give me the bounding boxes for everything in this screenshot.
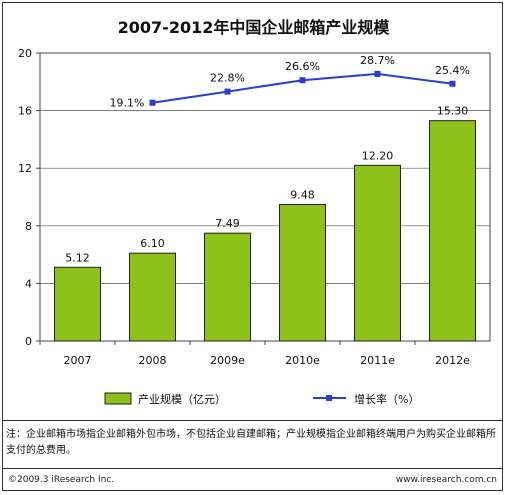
y-tick-label: 20: [18, 47, 32, 60]
bar: [54, 266, 101, 342]
footer-divider: [2, 468, 503, 469]
x-tick-label: 2010e: [285, 354, 320, 367]
legend-bar-label: 产业规模（亿元）: [138, 392, 226, 406]
growth-point: [224, 88, 231, 95]
bar: [429, 120, 476, 342]
x-tick-label: 2009e: [210, 354, 245, 367]
growth-point: [374, 70, 381, 77]
plot-area: [39, 52, 491, 342]
chart-title: 2007-2012年中国企业邮箱产业规模: [117, 18, 390, 37]
bar-value-label: 6.10: [140, 237, 165, 250]
growth-label: 22.8%: [210, 72, 245, 85]
legend-line-label: 增长率（%）: [354, 392, 419, 406]
growth-label: 25.4%: [435, 64, 470, 77]
bar-value-label: 9.48: [290, 188, 315, 201]
x-tick-label: 2012e: [435, 354, 470, 367]
x-tick-label: 2007: [64, 354, 92, 367]
bar: [129, 252, 176, 342]
x-tick-label: 2011e: [360, 354, 395, 367]
bar-value-label: 5.12: [65, 251, 90, 264]
bar-value-label: 15.30: [437, 105, 469, 118]
y-tick-label: 0: [25, 335, 32, 348]
legend-line-marker: [326, 395, 332, 401]
bar: [354, 164, 401, 342]
y-tick-label: 8: [25, 220, 32, 233]
growth-label: 28.7%: [360, 54, 395, 67]
growth-point: [149, 99, 156, 106]
y-tick-label: 4: [25, 277, 32, 290]
note-divider: [2, 420, 503, 421]
y-tick-label: 16: [18, 105, 32, 118]
bar-value-label: 12.20: [362, 149, 394, 162]
legend-bar-swatch: [104, 392, 132, 405]
growth-label: 19.1%: [110, 97, 145, 110]
bar-value-label: 7.49: [215, 217, 240, 230]
chart-frame: [2, 2, 503, 491]
growth-point: [449, 80, 456, 87]
growth-point: [299, 77, 306, 84]
website: www.iresearch.com.cn: [395, 475, 497, 485]
x-tick-label: 2008: [139, 354, 167, 367]
growth-label: 26.6%: [285, 60, 320, 73]
copyright: ©2009.3 iResearch Inc.: [8, 475, 115, 485]
y-tick-label: 12: [18, 162, 32, 175]
bar: [279, 203, 326, 342]
footnote: 注：企业邮箱市场指企业邮箱外包市场，不包括企业自建邮箱；产业规模指企业邮箱终端用…: [6, 429, 496, 456]
bar: [204, 232, 251, 342]
